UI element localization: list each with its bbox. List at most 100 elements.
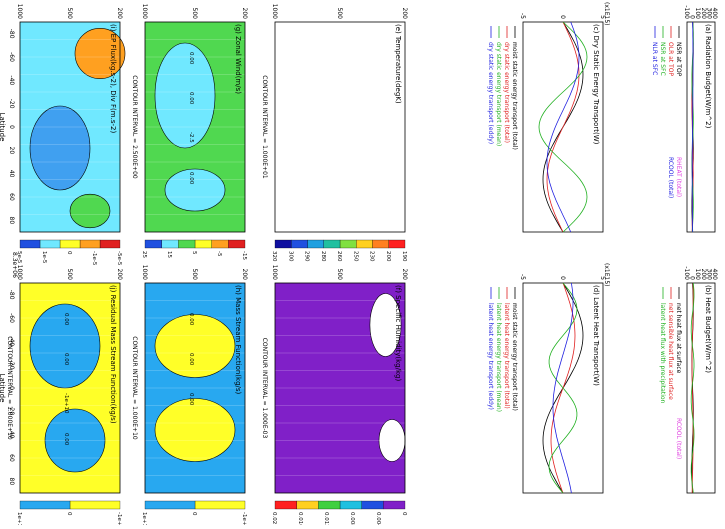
colorbar-cell	[19, 239, 41, 249]
panel-title: (c) Dry Static Energy Transport(W)	[592, 24, 600, 145]
legend-label: dry static energy transport (mean)	[495, 42, 502, 146]
x-axis-label: Latitude	[0, 374, 6, 403]
x-tick-label: -80	[8, 290, 15, 300]
panel-title: (b) Heat Budget(W/m^2)	[704, 285, 712, 373]
colorbar-label: 260	[336, 251, 342, 262]
contour-label: 0.00	[188, 353, 194, 366]
colorbar-cell	[291, 239, 308, 249]
contour-region-1	[154, 398, 236, 462]
legend-label: moist static energy transport (total)	[511, 42, 518, 150]
contour-interval: CONTOUR INTERVAL = 1.000E-03	[261, 338, 268, 439]
contour-interval: CONTOUR INTERVAL = 1.000E+10	[6, 336, 13, 440]
colorbar-label: 190	[401, 251, 407, 262]
colorbar-cell	[339, 239, 357, 249]
y-tick-label: -100	[683, 5, 690, 19]
x-tick-label: -60	[8, 313, 15, 323]
colorbar-label: 5	[191, 251, 197, 255]
y-tick-label: 1000	[271, 4, 278, 19]
y-tick-label: 0	[559, 276, 566, 280]
y-tick-label: -5	[519, 274, 526, 280]
x-tick-label: 80	[8, 217, 15, 225]
colorbar-cell	[318, 500, 341, 510]
plot-frame	[686, 282, 716, 494]
contour-region-2	[69, 193, 111, 229]
y-tick-label: 0	[559, 15, 566, 19]
colorbar-label: -1e-5	[91, 251, 97, 266]
colorbar-label: 5e-5	[16, 251, 22, 264]
x-tick-label: -20	[8, 99, 15, 109]
colorbar-cell	[194, 500, 246, 510]
panel-title: (f) Specific Humidity(kg/kg)	[394, 285, 402, 381]
x-tick-label: -60	[8, 52, 15, 62]
y-tick-label: 0	[689, 15, 696, 19]
colorbar-cell	[307, 239, 324, 249]
axis-scale: (x1E15)	[603, 263, 610, 286]
panel-g: (g) Zonal Wind(m/s) 1000 500 200 0.00 0.00 -2.…	[131, 4, 248, 261]
y-tick-label: 100	[694, 269, 701, 281]
colorbar-label: -5	[216, 251, 222, 257]
legend-label: latent heat energy transport (eddy)	[487, 303, 494, 410]
panel-e: (e) Temperature(degK) 1000 500 200 CONTOUR I…	[261, 4, 408, 262]
panel-a: (a) Radiation Budget(W/m^2) -100010020030…	[651, 5, 718, 233]
panel-title: (a) Radiation Budget(W/m^2)	[704, 24, 712, 129]
x-tick-label: -20	[8, 360, 15, 370]
series-line-2	[538, 21, 588, 233]
series-line-2	[690, 282, 695, 494]
panel-title: (i) EP Flux(kg.s-2), Div F(m.s-2)	[109, 24, 117, 133]
y-tick-label: 1000	[271, 265, 278, 280]
colorbar-label: 280	[320, 251, 326, 262]
colorbar-cell	[228, 239, 246, 249]
colorbar-label: 0	[66, 512, 72, 516]
y-tick-label: 200	[241, 8, 248, 20]
legend-label: moist static energy transport (total)	[511, 303, 518, 411]
colorbar-label: 230	[369, 251, 375, 262]
colorbar-cell	[19, 500, 71, 510]
legend-label: net heat flux at surface	[675, 303, 682, 374]
contour-region-0	[154, 42, 216, 149]
y-tick-label: -5	[519, 13, 526, 19]
colorbar-label: -15	[241, 251, 247, 260]
contour-label: 0.00	[188, 92, 194, 105]
colorbar-label: -1e+12	[116, 512, 122, 525]
series-line-2	[691, 21, 694, 233]
legend-label-2: RHEAT (total)	[675, 157, 682, 197]
y-tick-label: 500	[336, 8, 343, 20]
contour-region-0	[74, 27, 126, 80]
y-tick-label: 200	[116, 269, 123, 281]
panel-c: (c) Dry Static Energy Transport(W)(x1E15…	[487, 2, 610, 233]
legend-label: dry static energy transport (eddy)	[487, 42, 494, 144]
legend-label: net sensible heat flux at surface	[667, 303, 674, 400]
colorbar-label: 0.004	[375, 512, 381, 525]
colorbar-label: 0.012	[323, 512, 329, 525]
series-line-1	[546, 21, 580, 233]
contour-label: -2.5	[188, 132, 194, 143]
y-tick-label: 200	[700, 8, 707, 20]
y-tick-label: 500	[191, 269, 198, 281]
panel-title: (e) Temperature(degK)	[394, 24, 402, 104]
y-tick-label: 200	[401, 269, 408, 281]
colorbar-label: 320	[271, 251, 277, 262]
plot-frame	[144, 282, 246, 494]
contour-label: 0.00	[63, 313, 69, 326]
legend-label: dry static energy transport (total)	[503, 42, 510, 143]
series-line-3	[691, 22, 694, 233]
colorbar-label: 0.008	[349, 512, 355, 525]
plot-frame	[274, 282, 406, 494]
vector-scale-label: 8.3e+06	[11, 252, 18, 278]
plot-frame	[19, 21, 121, 233]
y-tick-label: -100	[683, 266, 690, 280]
series-line-2	[548, 282, 578, 494]
contour-label: 0.00	[188, 313, 194, 326]
colorbar-cell	[161, 239, 179, 249]
x-axis-label: Latitude	[0, 113, 6, 142]
y-tick-label: 500	[66, 269, 73, 281]
legend-label: latent heat energy transport (total)	[503, 303, 510, 409]
colorbar-cell	[39, 239, 61, 249]
y-tick-label: 100	[694, 8, 701, 20]
x-tick-label: -80	[8, 29, 15, 39]
y-tick-label: 300	[705, 269, 712, 281]
